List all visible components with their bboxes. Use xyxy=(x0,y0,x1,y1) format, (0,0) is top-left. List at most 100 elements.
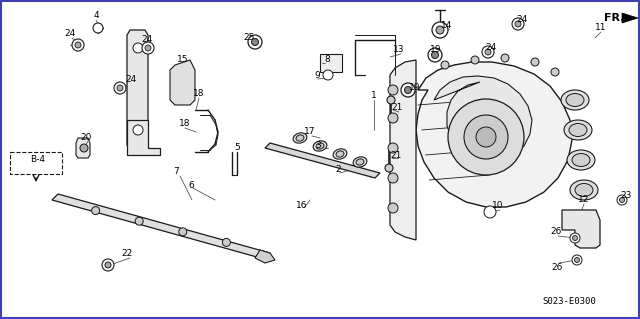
Circle shape xyxy=(501,54,509,62)
Ellipse shape xyxy=(570,180,598,200)
Text: S023-E0300: S023-E0300 xyxy=(542,298,596,307)
Circle shape xyxy=(551,68,559,76)
Circle shape xyxy=(385,164,393,172)
Circle shape xyxy=(436,26,444,34)
Ellipse shape xyxy=(567,150,595,170)
Circle shape xyxy=(515,21,521,27)
Polygon shape xyxy=(562,210,600,248)
Ellipse shape xyxy=(564,120,592,140)
Text: 6: 6 xyxy=(188,181,194,189)
Text: B-4: B-4 xyxy=(31,155,45,165)
Ellipse shape xyxy=(566,93,584,107)
Ellipse shape xyxy=(353,157,367,167)
Text: 19: 19 xyxy=(430,46,442,55)
Text: 3: 3 xyxy=(315,140,321,150)
Text: 11: 11 xyxy=(595,24,607,33)
Text: 23: 23 xyxy=(620,190,632,199)
Circle shape xyxy=(114,82,126,94)
Polygon shape xyxy=(52,194,270,259)
Text: 24: 24 xyxy=(125,75,136,84)
Text: 18: 18 xyxy=(193,90,205,99)
Polygon shape xyxy=(265,143,380,178)
Circle shape xyxy=(620,197,625,203)
Circle shape xyxy=(388,143,398,153)
Circle shape xyxy=(93,23,103,33)
Circle shape xyxy=(75,42,81,48)
Bar xyxy=(10,152,62,174)
Circle shape xyxy=(248,35,262,49)
Text: 20: 20 xyxy=(80,132,92,142)
Circle shape xyxy=(476,127,496,147)
Circle shape xyxy=(531,58,539,66)
Ellipse shape xyxy=(296,135,304,141)
Text: 16: 16 xyxy=(296,201,308,210)
Circle shape xyxy=(388,113,398,123)
Circle shape xyxy=(102,259,114,271)
Circle shape xyxy=(482,46,494,58)
Circle shape xyxy=(117,85,123,91)
Circle shape xyxy=(223,238,230,246)
Circle shape xyxy=(92,207,100,215)
Text: 14: 14 xyxy=(442,20,452,29)
Text: 26: 26 xyxy=(551,263,563,271)
Circle shape xyxy=(573,235,577,241)
Text: 1: 1 xyxy=(371,92,377,100)
Text: 10: 10 xyxy=(492,202,504,211)
Polygon shape xyxy=(255,250,275,263)
Circle shape xyxy=(512,18,524,30)
Ellipse shape xyxy=(575,183,593,197)
Text: 22: 22 xyxy=(122,249,132,257)
Text: 19: 19 xyxy=(409,84,420,93)
Text: 24: 24 xyxy=(141,35,152,44)
Text: 17: 17 xyxy=(304,128,316,137)
Circle shape xyxy=(388,85,398,95)
Text: 4: 4 xyxy=(93,11,99,20)
Text: 21: 21 xyxy=(391,103,403,113)
Circle shape xyxy=(432,22,448,38)
Circle shape xyxy=(252,39,259,46)
Text: 12: 12 xyxy=(579,196,589,204)
Circle shape xyxy=(387,96,395,104)
Ellipse shape xyxy=(336,151,344,157)
Ellipse shape xyxy=(572,153,590,167)
Circle shape xyxy=(617,195,627,205)
Circle shape xyxy=(133,125,143,135)
Ellipse shape xyxy=(561,90,589,110)
Circle shape xyxy=(431,51,438,58)
Circle shape xyxy=(484,206,496,218)
Circle shape xyxy=(401,83,415,97)
Circle shape xyxy=(448,99,524,175)
Circle shape xyxy=(388,173,398,183)
Circle shape xyxy=(464,115,508,159)
Text: 7: 7 xyxy=(173,167,179,176)
Text: 13: 13 xyxy=(393,46,404,55)
Text: FR.: FR. xyxy=(604,13,625,23)
Circle shape xyxy=(441,61,449,69)
Circle shape xyxy=(572,255,582,265)
Circle shape xyxy=(323,70,333,80)
Ellipse shape xyxy=(333,149,347,159)
Circle shape xyxy=(145,45,151,51)
Ellipse shape xyxy=(293,133,307,143)
Circle shape xyxy=(404,86,412,93)
Polygon shape xyxy=(127,120,160,155)
Circle shape xyxy=(80,144,88,152)
Circle shape xyxy=(575,257,579,263)
Circle shape xyxy=(133,43,143,53)
Polygon shape xyxy=(76,138,90,158)
Circle shape xyxy=(471,56,479,64)
Polygon shape xyxy=(434,76,532,161)
Ellipse shape xyxy=(356,159,364,165)
Circle shape xyxy=(142,42,154,54)
Text: 24: 24 xyxy=(516,16,527,25)
Text: 2: 2 xyxy=(335,166,341,174)
Text: 24: 24 xyxy=(485,43,497,53)
Circle shape xyxy=(485,49,491,55)
Circle shape xyxy=(135,217,143,225)
Text: 26: 26 xyxy=(550,227,562,236)
Polygon shape xyxy=(170,60,195,105)
Text: 21: 21 xyxy=(390,151,402,160)
Circle shape xyxy=(72,39,84,51)
Text: 9: 9 xyxy=(314,71,320,80)
Text: 25: 25 xyxy=(243,33,255,42)
